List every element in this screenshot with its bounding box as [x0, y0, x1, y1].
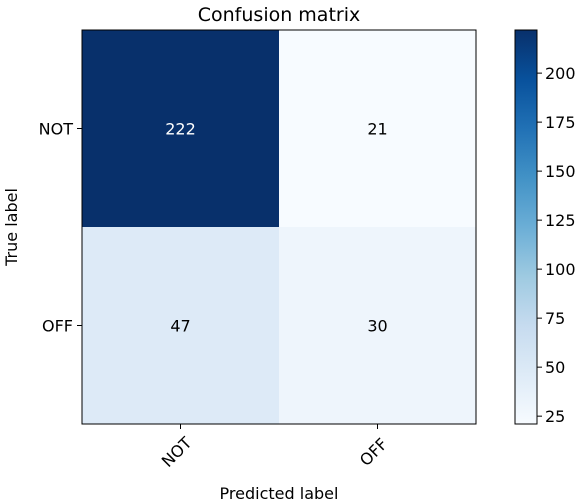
- colorbar-tick-label: 150: [545, 162, 576, 181]
- matrix-cell: [279, 30, 476, 227]
- matrix-cells: [82, 30, 476, 424]
- y-tick-label: NOT: [39, 120, 74, 139]
- matrix-cell: [279, 227, 476, 424]
- colorbar-ticks: 25 50 75 100 125 150 175 200: [537, 64, 576, 426]
- cell-value-label: 47: [170, 317, 190, 336]
- cell-value-label: 30: [367, 317, 387, 336]
- cell-value-label: 21: [367, 120, 387, 139]
- cell-value-label: 222: [165, 120, 196, 139]
- colorbar-tick-label: 25: [545, 407, 565, 426]
- chart-title: Confusion matrix: [198, 4, 360, 26]
- y-axis-label: True label: [2, 188, 21, 267]
- colorbar-tick-label: 200: [545, 64, 576, 83]
- x-tick-label: OFF: [356, 434, 391, 469]
- colorbar-frame: [514, 29, 538, 425]
- colorbar-tick-label: 75: [545, 309, 565, 328]
- plot-frame: [81, 29, 477, 425]
- y-axis-ticks: NOT OFF: [39, 120, 82, 336]
- x-axis-ticks: NOT OFF: [158, 424, 391, 471]
- colorbar-tick-label: 100: [545, 260, 576, 279]
- matrix-cell: [82, 227, 279, 424]
- colorbar-tick-label: 125: [545, 211, 576, 230]
- x-tick-label: NOT: [158, 433, 196, 471]
- colorbar-tick-label: 175: [545, 113, 576, 132]
- colorbar: [515, 30, 537, 424]
- y-tick-label: OFF: [42, 317, 73, 336]
- x-axis-label: Predicted label: [220, 484, 339, 502]
- matrix-cell-labels: 222 21 47 30: [165, 120, 387, 336]
- matrix-cell: [82, 30, 279, 227]
- colorbar-tick-label: 50: [545, 358, 565, 377]
